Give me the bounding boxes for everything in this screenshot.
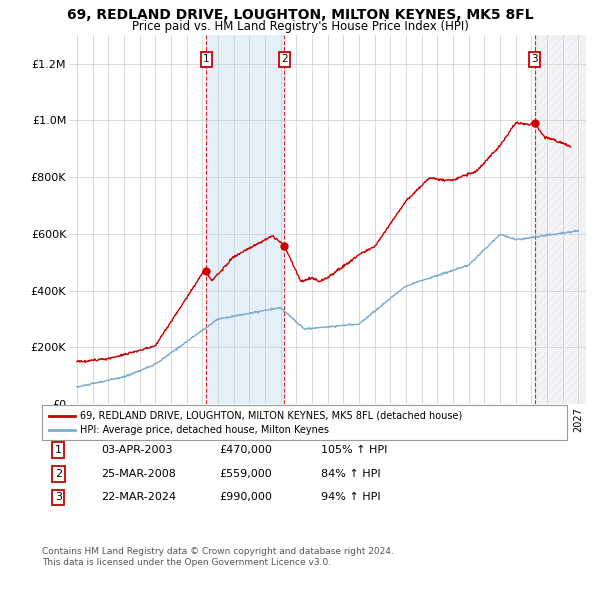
Text: £470,000: £470,000 — [219, 445, 272, 455]
Text: 69, REDLAND DRIVE, LOUGHTON, MILTON KEYNES, MK5 8FL: 69, REDLAND DRIVE, LOUGHTON, MILTON KEYN… — [67, 8, 533, 22]
Text: 94% ↑ HPI: 94% ↑ HPI — [321, 493, 380, 502]
Bar — [206, 35, 284, 404]
Text: 1: 1 — [203, 54, 209, 64]
Text: 84% ↑ HPI: 84% ↑ HPI — [321, 469, 380, 478]
Text: HPI: Average price, detached house, Milton Keynes: HPI: Average price, detached house, Milt… — [80, 425, 329, 435]
Text: 3: 3 — [55, 493, 62, 502]
Text: 2: 2 — [55, 469, 62, 478]
Text: 3: 3 — [532, 54, 538, 64]
Text: Price paid vs. HM Land Registry's House Price Index (HPI): Price paid vs. HM Land Registry's House … — [131, 20, 469, 33]
Text: 03-APR-2003: 03-APR-2003 — [101, 445, 172, 455]
Text: 105% ↑ HPI: 105% ↑ HPI — [321, 445, 388, 455]
Text: 2: 2 — [281, 54, 287, 64]
Text: 25-MAR-2008: 25-MAR-2008 — [101, 469, 176, 478]
Bar — [535, 35, 586, 404]
Text: 22-MAR-2024: 22-MAR-2024 — [101, 493, 176, 502]
Text: £990,000: £990,000 — [219, 493, 272, 502]
Text: 1: 1 — [55, 445, 62, 455]
Text: This data is licensed under the Open Government Licence v3.0.: This data is licensed under the Open Gov… — [42, 558, 331, 566]
Text: Contains HM Land Registry data © Crown copyright and database right 2024.: Contains HM Land Registry data © Crown c… — [42, 547, 394, 556]
Text: £559,000: £559,000 — [219, 469, 272, 478]
Text: 69, REDLAND DRIVE, LOUGHTON, MILTON KEYNES, MK5 8FL (detached house): 69, REDLAND DRIVE, LOUGHTON, MILTON KEYN… — [80, 411, 462, 421]
